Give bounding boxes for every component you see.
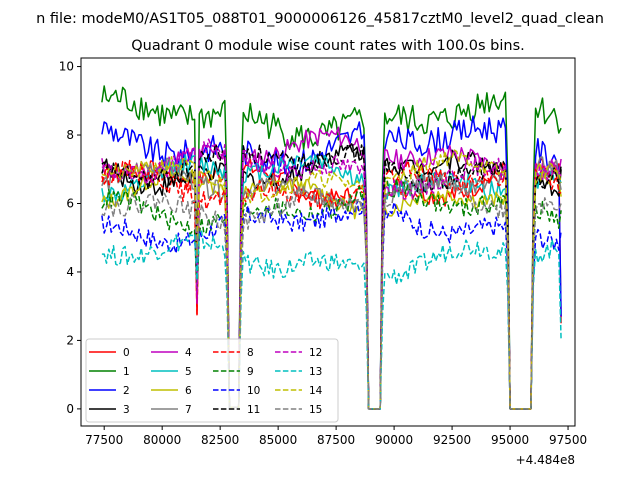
legend-label-10: 10 (247, 385, 260, 397)
legend-label-11: 11 (247, 404, 260, 416)
legend-label-14: 14 (309, 385, 323, 397)
legend-label-4: 4 (185, 347, 192, 359)
series-line-13 (101, 230, 562, 410)
legend-label-13: 13 (309, 366, 322, 378)
series-line-12 (101, 138, 562, 410)
y-tick-label: 4 (66, 265, 74, 279)
x-axis: 77500 80000 82500 85000 87500 90000 92500 95000… (85, 426, 587, 447)
series-line-9 (101, 177, 562, 410)
y-tick-label: 6 (66, 196, 74, 210)
x-tick-label: 90000 (375, 433, 413, 447)
series-line-15 (101, 173, 562, 410)
series-line-8 (101, 159, 562, 410)
legend-label-9: 9 (247, 366, 254, 378)
x-tick-label: 87500 (317, 433, 355, 447)
y-tick-label: 0 (66, 402, 74, 416)
series-line-5 (101, 154, 562, 410)
series-layer (101, 85, 562, 410)
x-tick-label: 80000 (143, 433, 181, 447)
chart-title: Quadrant 0 module wise count rates with … (131, 38, 525, 54)
y-tick-label: 2 (66, 333, 74, 347)
x-tick-label: 92500 (433, 433, 471, 447)
series-line-10 (101, 195, 562, 410)
legend-label-12: 12 (309, 347, 322, 359)
x-tick-label: 82500 (201, 433, 239, 447)
y-tick-label: 8 (66, 128, 74, 142)
series-line-11 (101, 141, 562, 410)
series-line-1 (101, 85, 562, 410)
x-tick-label: 97500 (549, 433, 587, 447)
figure-suptitle: n file: modeM0/AS1T05_088T01_9000006126_… (36, 11, 604, 27)
legend-label-8: 8 (247, 347, 254, 359)
x-offset-label: +4.484e8 (516, 453, 575, 467)
x-tick-label: 95000 (491, 433, 529, 447)
legend-label-0: 0 (123, 347, 130, 359)
legend-label-7: 7 (185, 404, 192, 416)
legend-box (85, 338, 339, 423)
series-line-14 (101, 149, 562, 410)
x-tick-label: 77500 (85, 433, 123, 447)
legend-label-1: 1 (123, 366, 130, 378)
series-line-7 (101, 156, 562, 410)
legend-label-5: 5 (185, 366, 192, 378)
y-tick-label: 10 (59, 60, 74, 74)
plot-frame (80, 57, 576, 427)
legend-label-6: 6 (185, 385, 192, 397)
series-line-4 (101, 126, 562, 410)
x-tick-label: 85000 (259, 433, 297, 447)
legend-label-15: 15 (309, 404, 322, 416)
legend-label-2: 2 (123, 385, 130, 397)
y-axis: 0 2 4 6 8 10 (59, 60, 81, 416)
legend-label-3: 3 (123, 404, 130, 416)
